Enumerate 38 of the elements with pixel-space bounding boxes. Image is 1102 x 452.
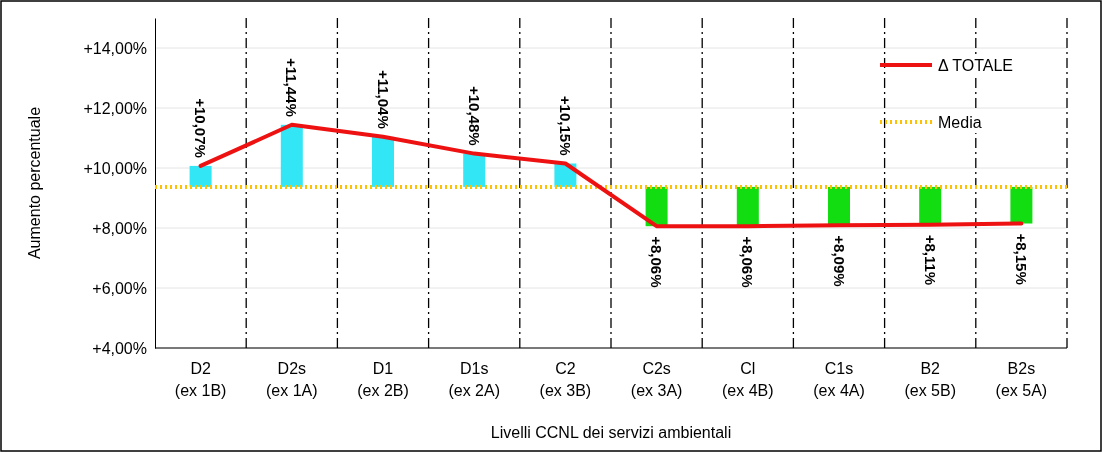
x-tick-label: D1 (ex 2B) xyxy=(357,360,409,399)
data-label: +8,15% xyxy=(1012,233,1030,285)
data-label: +10,15% xyxy=(556,95,574,156)
x-tick-label: B2s (ex 5A) xyxy=(995,360,1048,399)
y-tick-label: +14,00% xyxy=(83,39,147,57)
bar xyxy=(736,186,759,227)
bar xyxy=(280,124,303,187)
bar xyxy=(189,165,212,187)
x-tick-label: C2s (ex 3A) xyxy=(630,360,683,399)
data-label: +10,07% xyxy=(192,98,210,158)
bar xyxy=(828,186,850,226)
x-tick-label: C1s (ex 4A) xyxy=(813,360,865,399)
bar xyxy=(463,153,486,187)
bar xyxy=(1010,186,1033,224)
y-tick-label: +12,00% xyxy=(83,99,147,117)
data-label: +11,44% xyxy=(283,57,301,117)
x-tick-label: C2 (ex 3B) xyxy=(539,360,592,399)
legend-label: Media xyxy=(938,113,982,131)
data-label: +8,09% xyxy=(830,235,848,287)
x-tick-label: D1s (ex 2A) xyxy=(448,360,500,399)
x-tick-label: D2s (ex 1A) xyxy=(266,360,318,399)
x-tick-label: B2 (ex 5B) xyxy=(904,360,956,399)
bar xyxy=(372,136,394,187)
y-tick-label: +6,00% xyxy=(92,279,147,297)
x-tick-label: Cl (ex 4B) xyxy=(722,360,774,399)
y-axis-title: Aumento percentuale xyxy=(26,106,43,260)
y-tick-label: +8,00% xyxy=(92,219,147,237)
y-tick-label: +10,00% xyxy=(83,159,147,177)
data-label: +8,11% xyxy=(921,234,939,286)
data-label: +10,48% xyxy=(465,85,483,146)
data-label: +8,06% xyxy=(648,236,666,288)
bar xyxy=(919,186,942,225)
data-label: +11,04% xyxy=(374,69,392,129)
data-label: +8,06% xyxy=(739,236,757,288)
legend-label: Δ TOTALE xyxy=(938,56,1014,74)
y-tick-label: +4,00% xyxy=(92,339,147,357)
x-axis-title: Livelli CCNL dei servizi ambientali xyxy=(490,424,732,441)
x-tick-label: D2 (ex 1B) xyxy=(174,360,227,399)
